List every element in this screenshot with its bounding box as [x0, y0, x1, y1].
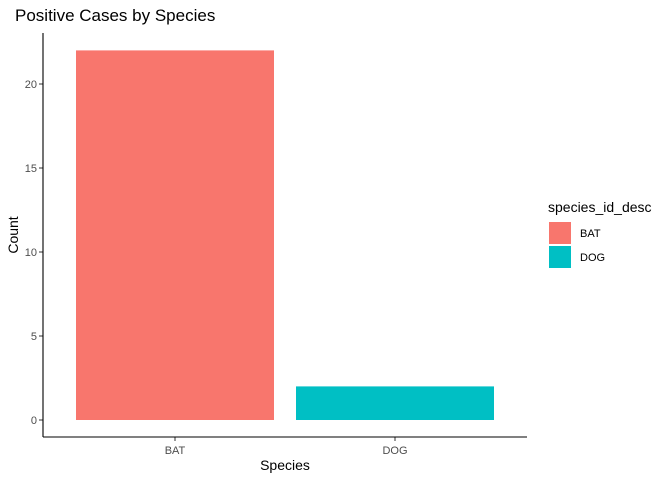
- legend: species_id_desc BAT DOG: [548, 199, 652, 268]
- y-tick-label: 20: [25, 79, 37, 91]
- y-tick-label: 0: [31, 415, 37, 427]
- legend-label: BAT: [580, 228, 601, 240]
- bars-group: [76, 50, 494, 421]
- legend-key-dog: [549, 246, 571, 268]
- bar-dog: [296, 386, 494, 420]
- y-tick-label: 5: [31, 331, 37, 343]
- y-axis-ticks: 0 5 10 15 20: [25, 79, 43, 427]
- legend-key-bat: [549, 222, 571, 244]
- y-tick-label: 10: [25, 247, 37, 259]
- legend-title: species_id_desc: [548, 199, 652, 215]
- y-tick-label: 15: [25, 163, 37, 175]
- y-axis-title: Count: [5, 216, 21, 253]
- x-tick-label: BAT: [165, 445, 186, 457]
- x-axis-title: Species: [260, 457, 310, 473]
- chart-title: Positive Cases by Species: [15, 6, 215, 25]
- x-axis-ticks: BAT DOG: [165, 437, 408, 457]
- legend-label: DOG: [580, 252, 605, 264]
- x-tick-label: DOG: [382, 445, 407, 457]
- bar-bat: [76, 50, 274, 421]
